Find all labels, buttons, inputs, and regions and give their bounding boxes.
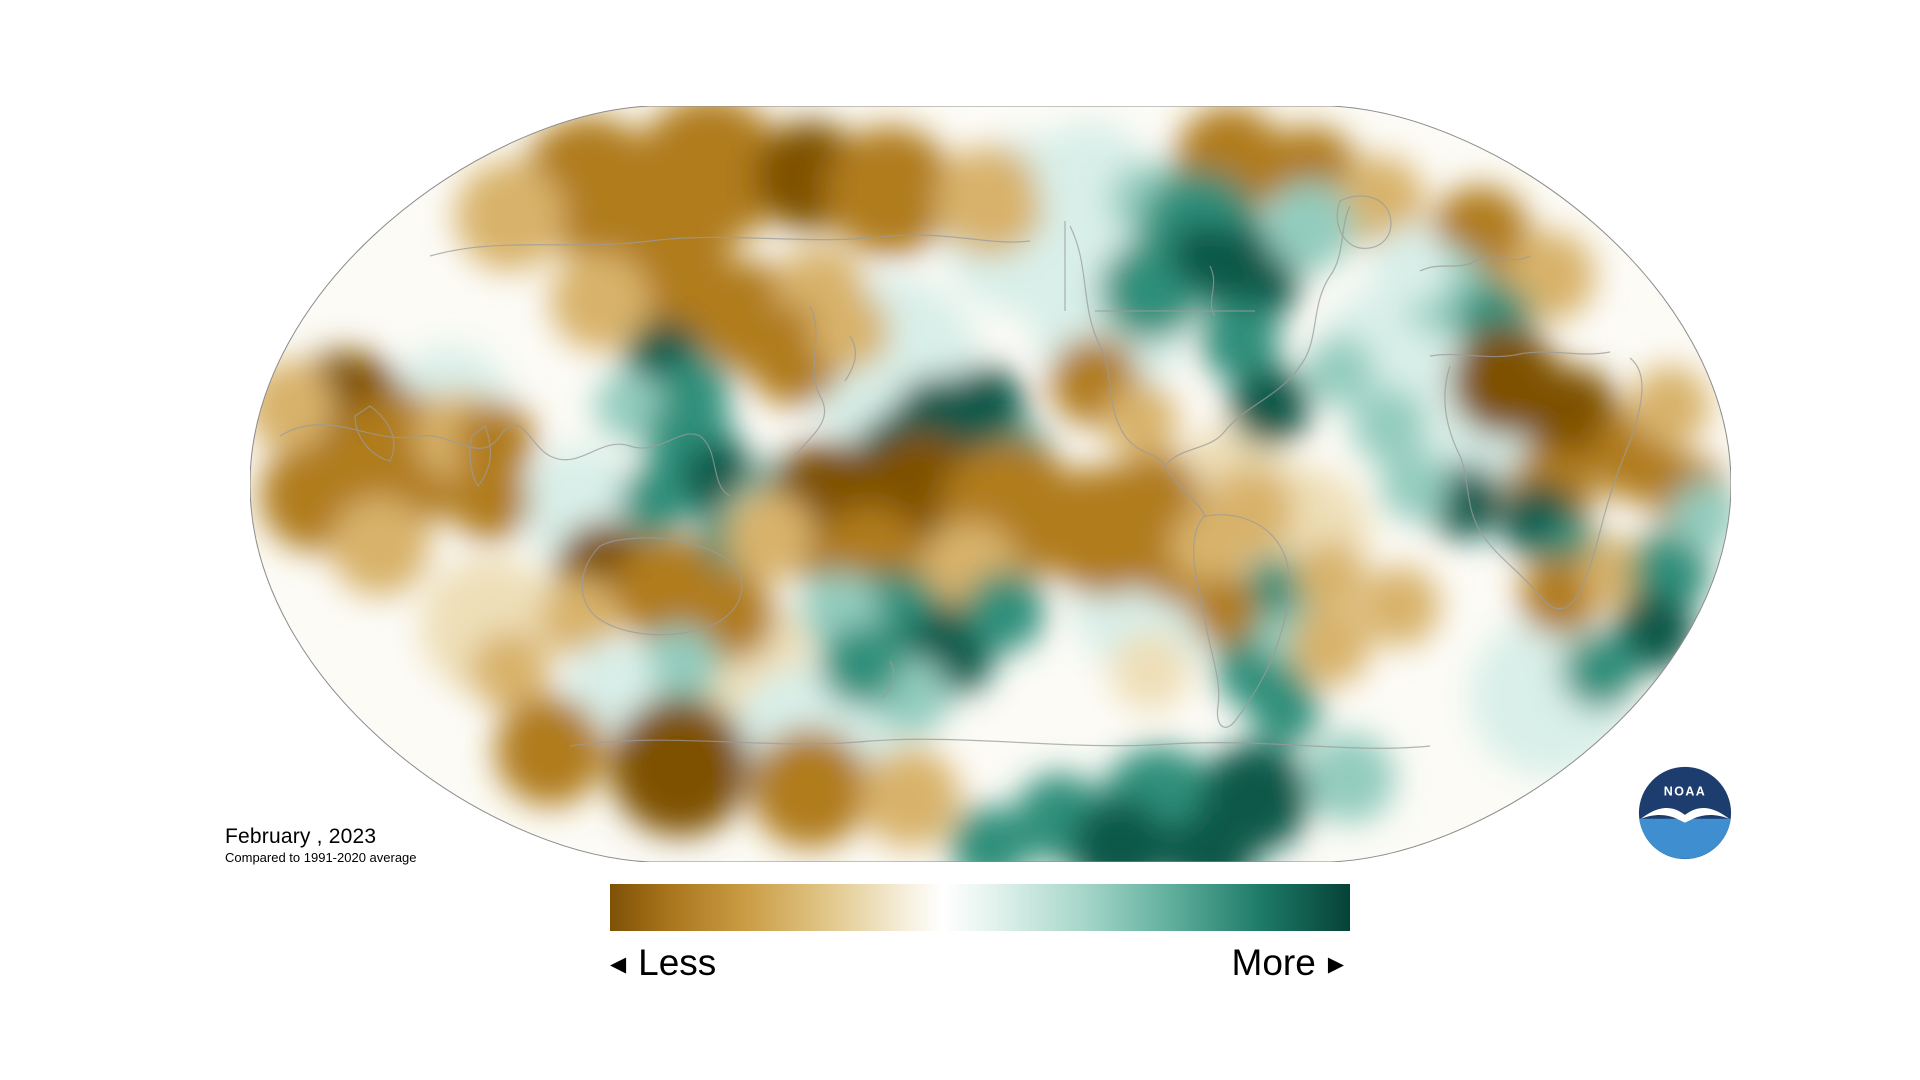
- noaa-logo: NOAA: [1637, 765, 1733, 861]
- noaa-gull-icon: [1640, 807, 1730, 823]
- anomaly-blob-layer: [250, 106, 1731, 862]
- noaa-logo-text: NOAA: [1664, 785, 1706, 799]
- left-arrow-icon: ◀: [610, 952, 627, 976]
- less-label: ◀ Less: [610, 942, 716, 984]
- baseline-label: Compared to 1991-2020 average: [225, 850, 417, 865]
- right-arrow-icon: ▶: [1327, 952, 1344, 976]
- coastlines: [279, 195, 1643, 749]
- more-text: More: [1231, 942, 1316, 983]
- date-label: February , 2023: [225, 825, 377, 848]
- world-anomaly-map: [250, 106, 1731, 862]
- colorbar: [610, 884, 1350, 931]
- more-label: More ▶: [1232, 942, 1350, 984]
- legend-row: ◀ Less More ▶: [610, 942, 1350, 984]
- noaa-logo-svg: NOAA: [1638, 766, 1732, 860]
- map-svg: [250, 106, 1731, 862]
- caption: February , 2023 Compared to 1991-2020 av…: [225, 824, 417, 866]
- less-text: Less: [638, 942, 717, 983]
- projection-outline: [250, 106, 1731, 862]
- noaa-logo-sea: [1639, 818, 1731, 859]
